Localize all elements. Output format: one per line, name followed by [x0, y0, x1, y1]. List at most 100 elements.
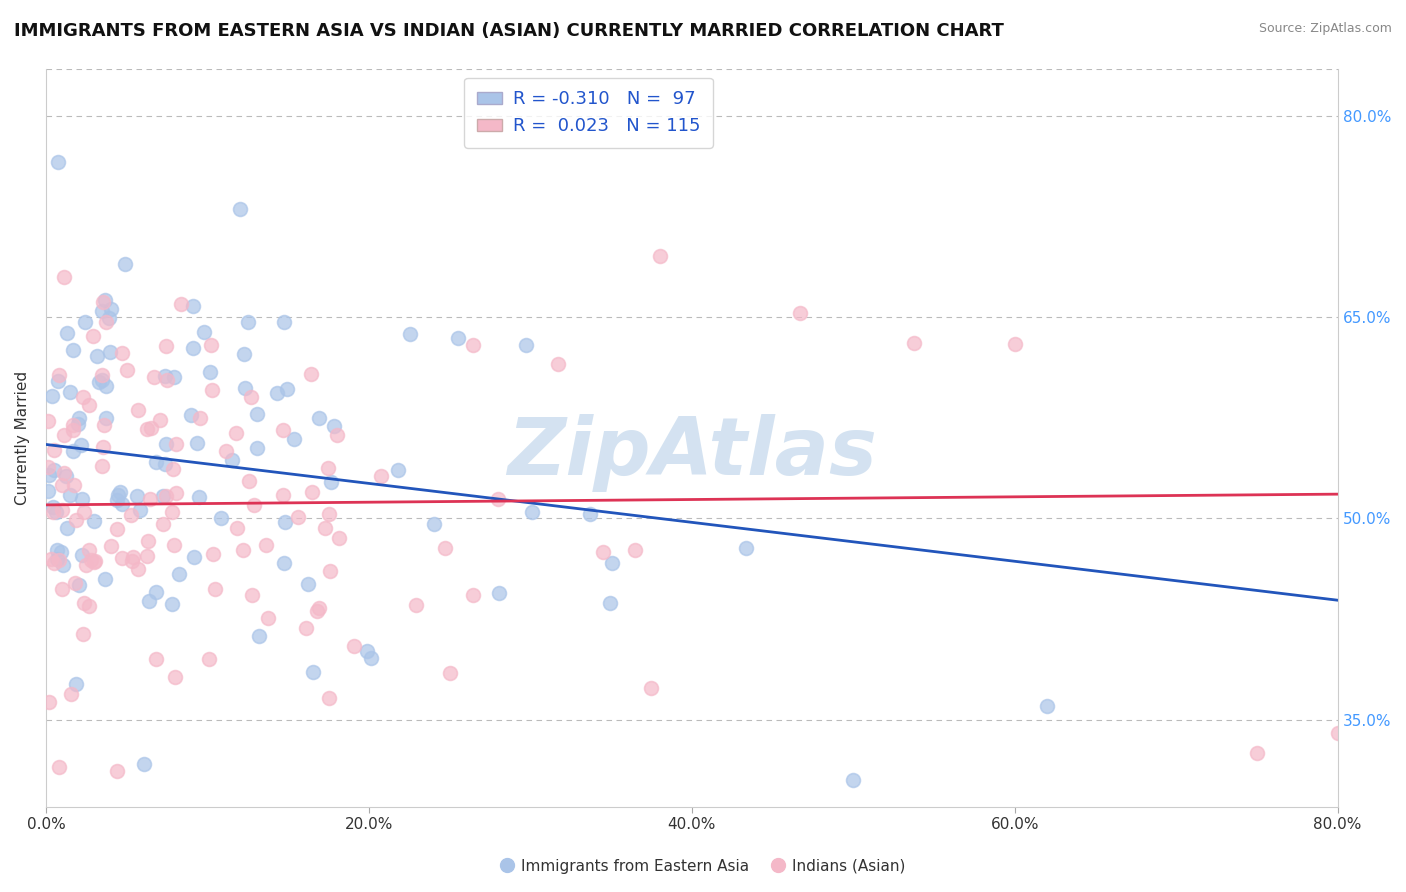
Point — [77, 398, 100, 412]
Point — [398, 326, 420, 341]
Point — [136, 549, 159, 563]
Point — [287, 509, 309, 524]
Point — [271, 488, 294, 502]
Point — [842, 773, 865, 788]
Point — [201, 383, 224, 397]
Point — [90, 373, 112, 387]
Point — [121, 549, 143, 564]
Point — [193, 325, 215, 339]
Point — [105, 492, 128, 507]
Point — [73, 596, 96, 610]
Point — [111, 550, 134, 565]
Point — [162, 538, 184, 552]
Point — [308, 410, 330, 425]
Point — [215, 444, 238, 458]
Point — [599, 596, 621, 610]
Point — [318, 507, 340, 521]
Point — [446, 331, 468, 345]
Point — [155, 489, 177, 503]
Point — [180, 408, 202, 422]
Point — [233, 346, 256, 360]
Point — [45, 552, 67, 566]
Point — [93, 572, 115, 586]
Point — [343, 639, 366, 653]
Point — [94, 379, 117, 393]
Point — [51, 582, 73, 596]
Point — [422, 516, 444, 531]
Point — [91, 368, 114, 383]
Point — [271, 423, 294, 437]
Point — [160, 506, 183, 520]
Point — [65, 677, 87, 691]
Point — [138, 593, 160, 607]
Point — [77, 543, 100, 558]
Point — [52, 466, 75, 480]
Point — [233, 381, 256, 395]
Point — [1326, 726, 1348, 740]
Point — [90, 459, 112, 474]
Point — [48, 154, 70, 169]
Point — [314, 521, 336, 535]
Text: ZipAtlas: ZipAtlas — [508, 414, 877, 491]
Point — [42, 500, 65, 515]
Point — [167, 567, 190, 582]
Point — [295, 621, 318, 635]
Text: IMMIGRANTS FROM EASTERN ASIA VS INDIAN (ASIAN) CURRENTLY MARRIED CORRELATION CHA: IMMIGRANTS FROM EASTERN ASIA VS INDIAN (… — [14, 22, 1004, 40]
Point — [120, 508, 142, 522]
Point — [127, 489, 149, 503]
Point — [51, 478, 73, 492]
Point — [461, 338, 484, 352]
Point — [155, 368, 177, 383]
Point — [136, 421, 159, 435]
Point — [276, 382, 298, 396]
Point — [283, 432, 305, 446]
Point — [56, 521, 79, 535]
Point — [183, 550, 205, 565]
Point — [134, 757, 156, 772]
Point — [67, 417, 90, 432]
Point — [155, 339, 177, 353]
Point — [100, 302, 122, 317]
Point — [254, 538, 277, 552]
Point — [202, 547, 225, 561]
Point — [108, 484, 131, 499]
Point — [111, 346, 134, 360]
Point — [246, 442, 269, 456]
Point — [183, 341, 205, 355]
Point — [166, 486, 188, 500]
Point — [301, 665, 323, 679]
Point — [45, 543, 67, 558]
Point — [127, 403, 149, 417]
Point — [107, 488, 129, 502]
Point — [98, 345, 121, 359]
Point — [273, 556, 295, 570]
Point — [319, 564, 342, 578]
Point — [515, 337, 537, 351]
Point — [789, 305, 811, 319]
Point — [105, 764, 128, 779]
Point — [226, 521, 249, 535]
Point — [356, 644, 378, 658]
Point — [70, 492, 93, 507]
Point — [405, 598, 427, 612]
Point — [84, 554, 107, 568]
Point — [73, 505, 96, 519]
Point — [145, 455, 167, 469]
Point — [520, 505, 543, 519]
Point — [49, 545, 72, 559]
Point — [139, 491, 162, 506]
Point — [648, 250, 671, 264]
Point — [55, 326, 77, 340]
Point — [89, 375, 111, 389]
Point — [640, 681, 662, 695]
Point — [62, 444, 84, 458]
Point — [96, 411, 118, 425]
Point — [266, 385, 288, 400]
Point — [301, 484, 323, 499]
Point — [163, 370, 186, 384]
Point — [143, 370, 166, 384]
Point — [323, 418, 346, 433]
Point — [247, 629, 270, 643]
Point — [63, 576, 86, 591]
Point — [72, 391, 94, 405]
